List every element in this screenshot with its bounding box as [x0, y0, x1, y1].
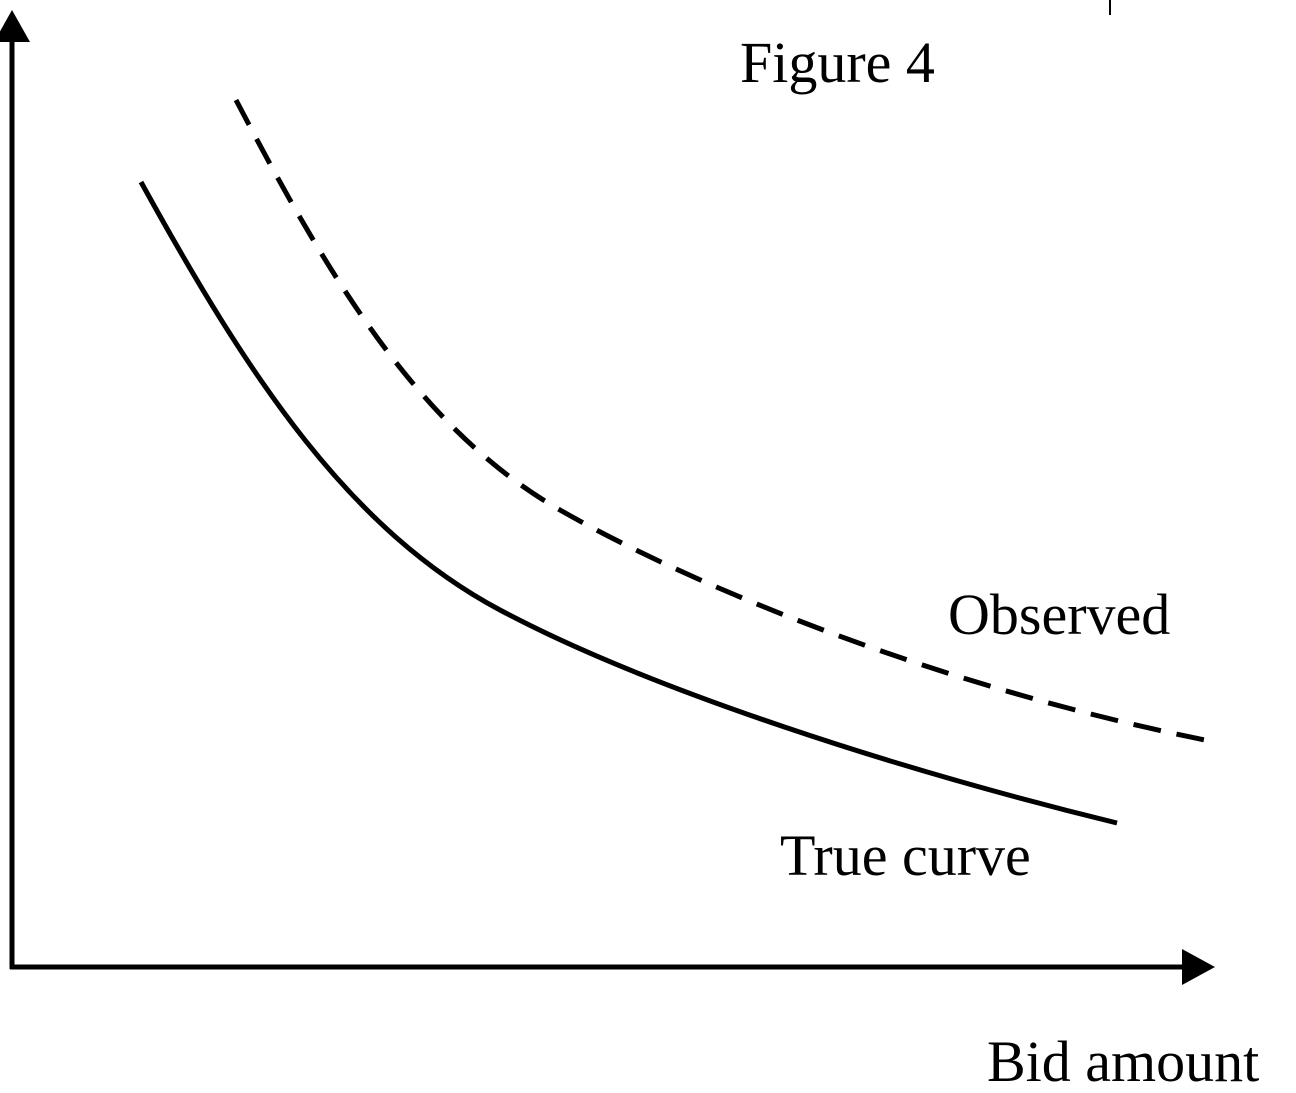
y-axis-arrow [0, 10, 30, 42]
observed-curve [233, 98, 1216, 745]
true-curve [138, 180, 1118, 826]
figure-title: Figure 4 [740, 30, 935, 95]
curve-label: Observed [948, 582, 1170, 647]
x-axis-label: Bid amount [987, 1029, 1259, 1093]
x-axis-arrow [1182, 949, 1215, 985]
curve-label: True curve [780, 823, 1031, 888]
